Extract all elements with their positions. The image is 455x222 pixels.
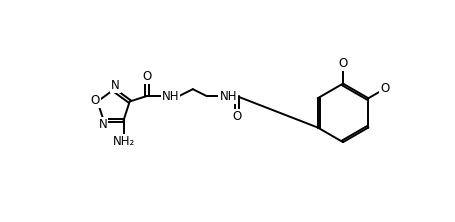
Text: N: N [98, 118, 107, 131]
Text: O: O [142, 69, 151, 83]
Text: N: N [111, 79, 119, 92]
Text: NH: NH [162, 90, 179, 103]
Text: O: O [338, 57, 347, 70]
Text: NH₂: NH₂ [113, 135, 135, 149]
Text: O: O [91, 94, 100, 107]
Text: NH: NH [219, 90, 237, 103]
Text: O: O [379, 82, 389, 95]
Text: O: O [232, 110, 241, 123]
